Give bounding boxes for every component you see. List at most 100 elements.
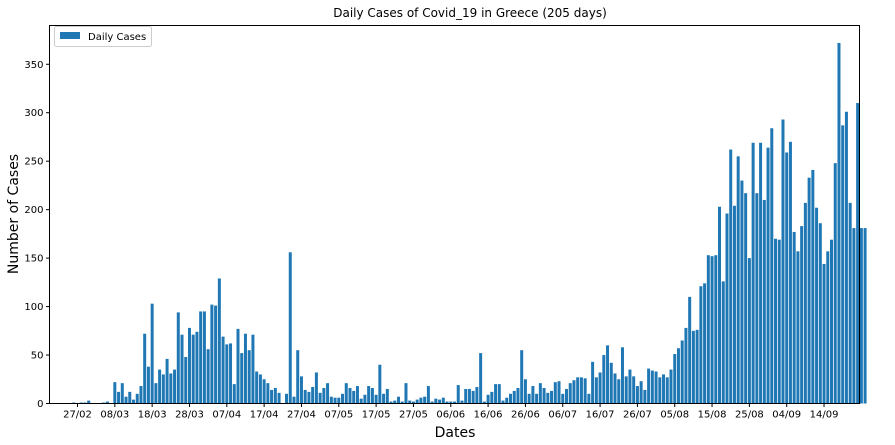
bar: [837, 42, 841, 404]
bar: [759, 142, 763, 404]
bar: [535, 393, 539, 404]
bar: [479, 353, 483, 404]
x-tick-label: 28/03: [175, 410, 204, 421]
bar: [199, 311, 203, 404]
bar: [251, 334, 255, 404]
x-tick-label: 16/06: [474, 410, 503, 421]
y-axis-label: Number of Cases: [6, 154, 22, 274]
bar: [729, 149, 733, 404]
bar: [173, 369, 177, 404]
bar: [415, 399, 419, 404]
bar: [277, 392, 281, 404]
bar: [337, 397, 341, 404]
bar: [736, 156, 740, 404]
bar: [128, 391, 132, 404]
bar: [236, 328, 240, 404]
bar: [322, 387, 326, 404]
bar: [490, 391, 494, 404]
bar: [453, 401, 456, 404]
y-tick-label: 250: [24, 157, 43, 168]
bar: [411, 401, 415, 404]
bar: [318, 392, 322, 404]
x-tick-label: 17/04: [250, 410, 279, 421]
bar: [725, 213, 729, 404]
bar: [355, 386, 359, 404]
bar: [639, 381, 643, 404]
bar: [408, 400, 412, 404]
bar: [501, 400, 505, 404]
bar: [195, 331, 199, 404]
bar: [848, 202, 852, 404]
bar: [367, 386, 371, 404]
bar: [766, 147, 770, 404]
bar: [643, 389, 647, 404]
bar: [359, 398, 363, 404]
bar: [856, 103, 860, 404]
bar: [803, 202, 807, 404]
bar: [243, 333, 247, 404]
bar: [382, 393, 386, 404]
bar: [344, 383, 348, 404]
bar: [617, 379, 621, 404]
legend-entry-daily-cases: Daily Cases: [88, 32, 146, 43]
bar: [348, 387, 352, 404]
bar: [658, 377, 662, 404]
bar: [587, 393, 591, 404]
bar: [512, 390, 516, 404]
bar: [557, 381, 561, 404]
bar: [423, 396, 427, 404]
bar: [273, 387, 277, 404]
bar: [258, 374, 262, 404]
bar: [135, 393, 139, 404]
bar: [841, 125, 845, 404]
bar: [217, 278, 221, 404]
bar: [105, 401, 109, 404]
x-tick-label: 16/07: [586, 410, 615, 421]
bar: [676, 348, 680, 404]
bar: [703, 283, 707, 404]
bar: [826, 251, 830, 404]
bar: [744, 193, 748, 404]
bar: [714, 255, 718, 404]
bar: [591, 361, 595, 404]
bar: [527, 393, 531, 404]
bar: [755, 193, 759, 404]
bar: [352, 390, 356, 404]
bar: [262, 379, 266, 404]
bar: [430, 401, 434, 404]
bar: [296, 350, 300, 404]
bar: [609, 362, 613, 404]
x-tick-label: 27/04: [287, 410, 316, 421]
bar: [620, 347, 624, 404]
bar: [161, 374, 165, 404]
bar: [206, 349, 210, 404]
bar: [460, 400, 464, 404]
bar: [146, 366, 150, 404]
bar: [505, 397, 509, 404]
bar: [650, 370, 654, 404]
bar: [467, 388, 471, 404]
bar: [393, 400, 397, 404]
bar: [553, 382, 557, 404]
x-axis: 27/02 08/03 18/03 28/03 07/04 17/04 27/04 07/05…: [63, 403, 838, 421]
bar: [538, 383, 542, 404]
y-tick-label: 150: [24, 254, 43, 265]
bar: [120, 383, 124, 404]
y-tick-label: 200: [24, 205, 43, 216]
bar: [747, 258, 751, 404]
bar: [740, 180, 744, 404]
bar: [154, 383, 158, 404]
bar: [255, 371, 259, 404]
bar: [311, 387, 315, 404]
bar: [785, 152, 789, 404]
y-tick-label: 300: [24, 108, 43, 119]
bar: [87, 400, 91, 404]
x-tick-label: 25/08: [735, 410, 764, 421]
bar: [329, 396, 333, 404]
x-tick-label: 04/09: [772, 410, 801, 421]
x-tick-label: 17/05: [362, 410, 391, 421]
y-tick-label: 350: [24, 60, 43, 71]
bar: [426, 386, 430, 404]
bar: [863, 228, 867, 404]
bar: [232, 384, 236, 404]
